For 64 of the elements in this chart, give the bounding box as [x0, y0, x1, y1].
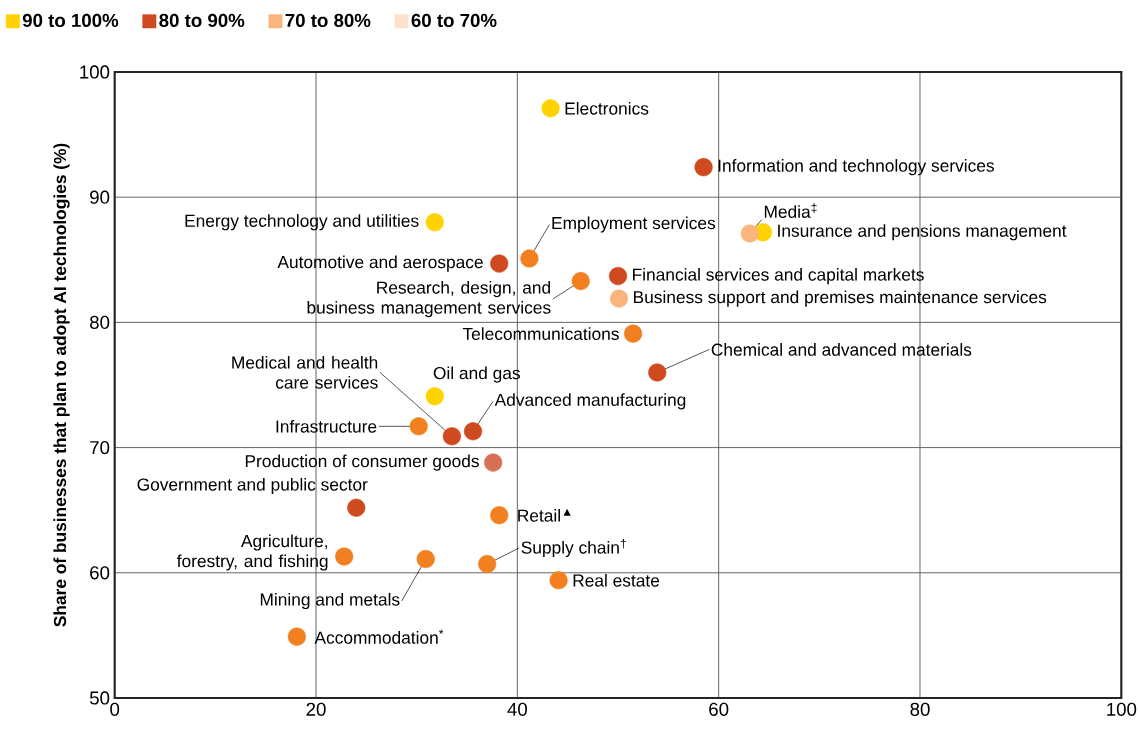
- y-tick-label: 70: [90, 440, 110, 455]
- annotation: Chemical and advanced materials: [711, 343, 972, 356]
- y-tick-label: 50: [89, 691, 110, 705]
- legend-label: 90 to 100%: [22, 13, 119, 28]
- point: [287, 627, 306, 646]
- annotation: Medical and health care services: [232, 355, 378, 389]
- point: [442, 427, 461, 446]
- x-tick-label: 60: [709, 702, 729, 716]
- point: [425, 387, 444, 406]
- point: [740, 224, 759, 243]
- legend-label: 60 to 70%: [411, 13, 497, 28]
- annotation: Research, design, and business management services: [307, 280, 551, 318]
- point: [648, 363, 667, 382]
- y-tick-label: 60: [90, 566, 110, 580]
- annotation: Government and public sector: [137, 477, 368, 495]
- y-axis-title: Share of businesses that plan to adopt AI technologies (%): [53, 143, 70, 627]
- annotation: Mining and metals: [260, 592, 400, 610]
- point: [549, 571, 568, 590]
- annotation: Business support and premises maintenance services: [634, 290, 1047, 307]
- annotation: Real estate: [573, 573, 660, 587]
- annotation: Energy technology and utilities: [185, 214, 419, 231]
- annotation: Agriculture, forestry, and fishing: [176, 534, 328, 571]
- y-tick-label: 100: [80, 65, 110, 79]
- point: [484, 453, 503, 472]
- point: [624, 324, 643, 343]
- annotation: Automotive and aerospace: [277, 255, 483, 272]
- point: [335, 547, 354, 566]
- annotation: Accommodation$^{*}$: [314, 629, 444, 644]
- annotation: Oil and gas: [433, 366, 520, 383]
- y-tick-label: 80: [90, 315, 110, 330]
- annotation: Employment services: [552, 216, 716, 233]
- point: [571, 272, 590, 291]
- point: [541, 99, 560, 118]
- x-tick-label: 20: [306, 702, 326, 716]
- x-tick-label: 0: [110, 702, 120, 716]
- annotation: Supply chain$^{†}$: [521, 538, 626, 558]
- point: [416, 549, 435, 569]
- y-tick-label: 90: [90, 190, 110, 204]
- annotation: Information and technology services: [718, 159, 994, 176]
- x-tick-label: 100: [1107, 702, 1137, 716]
- point: [490, 254, 509, 273]
- annotation: Advanced manufacturing: [494, 393, 686, 410]
- annotation: Telecommunications: [462, 327, 619, 341]
- x-tick-label: 40: [507, 702, 527, 716]
- point: [409, 417, 428, 436]
- x-tick-label: 80: [910, 702, 930, 716]
- annotation: Electronics: [565, 101, 649, 115]
- point: [520, 249, 539, 268]
- point: [490, 506, 509, 525]
- point: [478, 554, 497, 574]
- annotation: Insurance and pensions management: [778, 224, 1067, 241]
- annotation: Retail$^{▲}$: [518, 508, 571, 522]
- legend-label: 80 to 90%: [159, 13, 245, 28]
- point: [463, 422, 483, 441]
- legend-label: 70 to 80%: [285, 13, 371, 28]
- annotation: Production of consumer goods: [245, 454, 479, 471]
- point: [425, 213, 444, 232]
- annotation: Infrastructure: [276, 419, 377, 433]
- point: [609, 289, 629, 308]
- annotation: Media$^{‡}$: [764, 203, 817, 218]
- point: [608, 267, 628, 286]
- annotation: Financial services and capital markets: [633, 267, 924, 285]
- point: [694, 158, 713, 177]
- point: [347, 498, 366, 517]
